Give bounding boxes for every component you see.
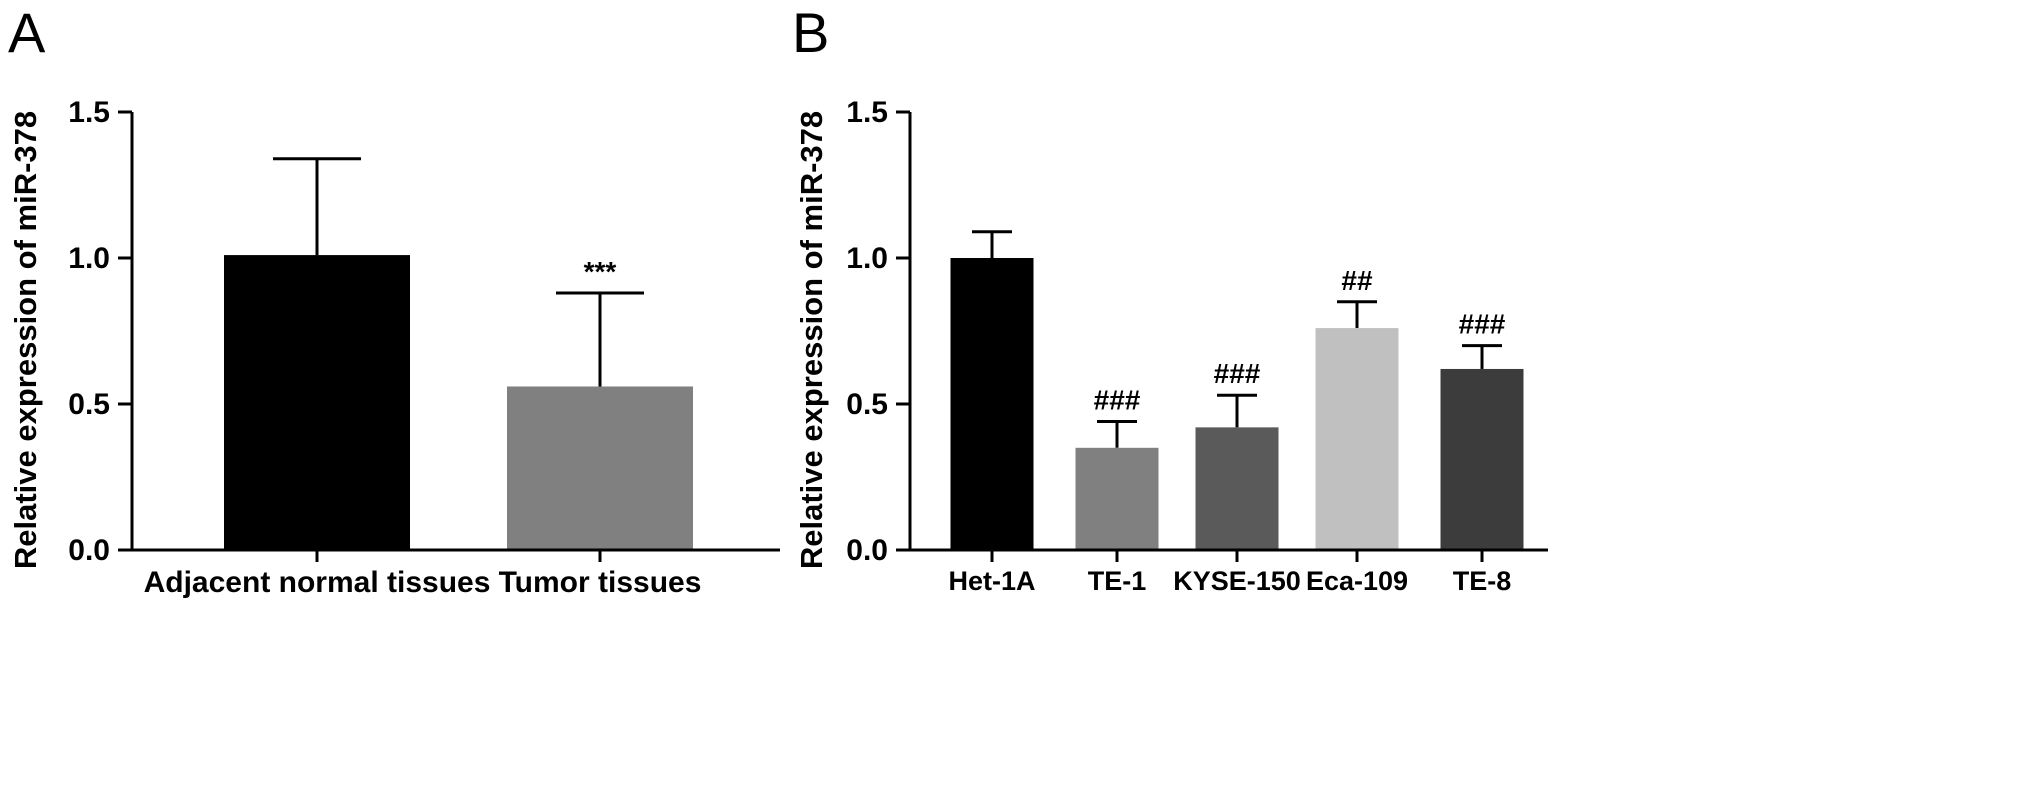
bar-eca-109 [1315, 328, 1399, 550]
panel-b-chart: B Relative expression of miR-378 0.0 0.5 1… [792, 1, 1548, 596]
category-label: TE-1 [1088, 566, 1147, 596]
significance-marker: ### [1094, 385, 1141, 416]
y-tick-label: 0.0 [68, 534, 110, 567]
bar-het-1a [950, 258, 1034, 550]
panel-b-category-labels: Het-1A TE-1 KYSE-150 Eca-109 TE-8 [948, 566, 1511, 596]
panel-a-annotations: *** [584, 256, 617, 287]
category-label: Eca-109 [1306, 566, 1408, 596]
y-tick-label: 1.5 [68, 96, 110, 129]
category-label: Adjacent normal tissues [144, 566, 491, 599]
panel-b-y-axis-title: Relative expression of miR-378 [794, 111, 829, 569]
significance-marker: *** [584, 256, 617, 287]
panel-a-y-axis-title: Relative expression of miR-378 [8, 111, 43, 569]
panel-a-axes [130, 112, 780, 562]
bar-adjacent-normal-tissues [224, 255, 410, 550]
bar-tumor-tissues [507, 386, 693, 550]
bar-te-1 [1075, 447, 1159, 550]
category-label: Het-1A [948, 566, 1035, 596]
bar-te-8 [1440, 368, 1524, 550]
significance-marker: ## [1341, 265, 1373, 296]
category-label: Tumor tissues [499, 566, 702, 599]
panel-a-bars [224, 157, 693, 550]
y-tick-label: 1.5 [846, 96, 888, 129]
bar-kyse-150 [1195, 427, 1279, 550]
y-tick-label: 1.0 [846, 242, 888, 275]
panel-a-category-labels: Adjacent normal tissues Tumor tissues [144, 566, 702, 599]
panel-b-axes [908, 112, 1548, 562]
panel-b-bars [950, 230, 1524, 550]
y-tick-label: 1.0 [68, 242, 110, 275]
significance-marker: ### [1214, 358, 1261, 389]
panel-b-annotations: ########### [1094, 265, 1506, 416]
panel-b-y-ticks: 0.0 0.5 1.0 1.5 [846, 96, 910, 567]
panel-a-chart: A Relative expression of miR-378 0.0 0.5 1… [8, 1, 780, 599]
y-tick-label: 0.5 [846, 388, 888, 421]
panel-b-letter: B [792, 1, 829, 64]
panel-a-letter: A [8, 1, 46, 64]
category-label: KYSE-150 [1173, 566, 1301, 596]
y-tick-label: 0.5 [68, 388, 110, 421]
y-tick-label: 0.0 [846, 534, 888, 567]
category-label: TE-8 [1453, 566, 1512, 596]
panel-a-y-ticks: 0.0 0.5 1.0 1.5 [68, 96, 132, 567]
significance-marker: ### [1459, 309, 1506, 340]
